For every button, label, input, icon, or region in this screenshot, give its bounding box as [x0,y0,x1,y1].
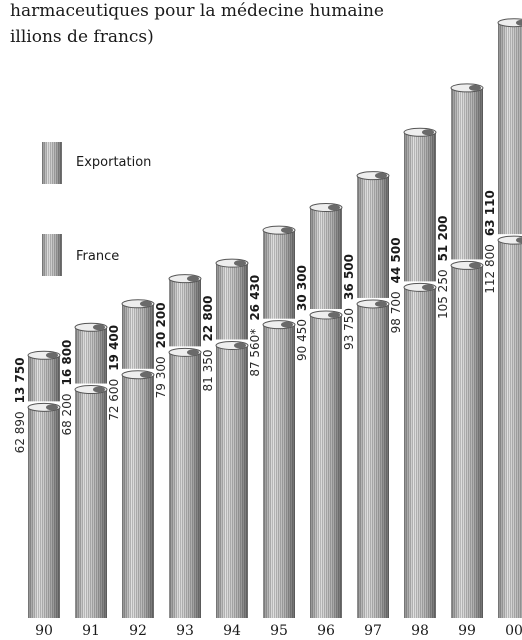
legend-label-france: France [76,249,119,264]
x-tick-97: 97 [364,623,382,639]
data-label-exportation-92: 19 400 [107,325,121,371]
x-tick-90: 90 [35,623,53,639]
bar-france-90 [27,402,61,618]
bar-exportation-00 [497,18,522,235]
data-label-exportation-99: 51 200 [436,215,450,261]
data-label-france-95: 87 560* [248,329,262,377]
data-label-france-92: 72 600 [107,379,121,421]
chart-title-line2: illions de francs) [10,27,154,47]
bar-france-95 [262,320,296,618]
data-label-france-00: 112 800 [483,244,497,294]
x-tick-99: 99 [458,623,476,639]
bar-exportation-92 [121,299,155,369]
x-tick-93: 93 [176,623,194,639]
bar-exportation-90 [27,350,61,402]
x-tick-96: 96 [317,623,335,639]
data-label-france-90: 62 890 [13,411,27,453]
bars: 62 890 13 750 90 68 200 16 800 91 72 600 19 400… [13,18,522,639]
data-label-exportation-90: 13 750 [13,357,27,403]
bar-exportation-95 [262,225,296,319]
data-label-france-97: 93 750 [342,308,356,350]
x-tick-95: 95 [270,623,288,639]
bar-france-97 [356,299,390,618]
data-label-exportation-00: 63 110 [483,190,497,236]
x-tick-91: 91 [82,623,100,639]
x-tick-00: 00 [505,623,522,639]
bar-exportation-97 [356,171,390,298]
data-label-france-94: 81 350 [201,349,215,391]
bar-france-96 [309,310,343,618]
chart-title-line1: harmaceutiques pour la médecine humaine [10,1,384,21]
bar-exportation-93 [168,274,202,347]
data-label-exportation-95: 26 430 [248,275,262,321]
bar-france-91 [74,385,108,618]
bar-exportation-96 [309,202,343,309]
bar-france-00 [497,235,522,618]
data-label-france-96: 90 450 [295,319,309,361]
data-label-exportation-94: 22 800 [201,296,215,342]
bar-france-94 [215,340,249,618]
legend-swatch-exportation [42,142,62,184]
legend-label-exportation: Exportation [76,155,151,170]
bar-france-92 [121,370,155,618]
legend-swatch-france [42,234,62,276]
data-label-exportation-93: 20 200 [154,302,168,348]
legend: Exportation France [42,142,151,276]
x-tick-92: 92 [129,623,147,639]
data-label-exportation-96: 30 300 [295,265,309,311]
data-label-france-93: 79 300 [154,356,168,398]
data-label-france-98: 98 700 [389,291,403,333]
bar-france-98 [403,282,437,618]
data-label-exportation-97: 36 500 [342,254,356,300]
data-label-exportation-98: 44 500 [389,237,403,283]
bar-exportation-99 [450,83,484,260]
bar-france-99 [450,260,484,618]
x-tick-98: 98 [411,623,429,639]
bar-exportation-94 [215,258,249,340]
x-tick-94: 94 [223,623,241,639]
data-label-exportation-91: 16 800 [60,340,74,386]
data-label-france-99: 105 250 [436,269,450,319]
bar-france-93 [168,347,202,618]
bar-exportation-98 [403,127,437,282]
bar-exportation-91 [74,322,108,384]
data-label-france-91: 68 200 [60,394,74,436]
